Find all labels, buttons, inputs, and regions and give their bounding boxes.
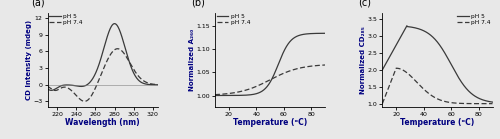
Y-axis label: Normalized A₂₆₀: Normalized A₂₆₀ bbox=[189, 29, 195, 91]
pH 7.4 bbox=[225, 93, 231, 94]
pH 7.4 bbox=[459, 103, 465, 104]
pH 5 bbox=[281, 50, 287, 51]
pH 5 bbox=[128, 65, 134, 67]
pH 5 bbox=[225, 95, 231, 96]
pH 7.4 bbox=[73, 94, 79, 96]
X-axis label: Temperature (ᵒC): Temperature (ᵒC) bbox=[233, 118, 307, 127]
pH 5 bbox=[423, 31, 429, 33]
pH 7.4 bbox=[154, 84, 160, 85]
pH 5 bbox=[118, 34, 124, 36]
X-axis label: Wavelength (nm): Wavelength (nm) bbox=[66, 118, 140, 127]
pH 5 bbox=[490, 101, 496, 103]
pH 7.4 bbox=[380, 103, 386, 105]
pH 7.4 bbox=[416, 83, 422, 85]
pH 5 bbox=[154, 84, 160, 86]
pH 5 bbox=[64, 84, 70, 86]
pH 7.4 bbox=[212, 94, 218, 95]
pH 5 bbox=[416, 28, 422, 30]
pH 5 bbox=[292, 36, 298, 38]
pH 7.4 bbox=[322, 64, 328, 66]
pH 7.4 bbox=[82, 100, 87, 102]
pH 7.4 bbox=[460, 103, 466, 104]
Line: pH 5: pH 5 bbox=[215, 33, 325, 95]
pH 7.4 bbox=[449, 102, 455, 104]
pH 7.4 bbox=[128, 64, 134, 65]
pH 5 bbox=[459, 82, 465, 84]
pH 7.4 bbox=[281, 72, 287, 74]
pH 7.4 bbox=[423, 91, 429, 92]
pH 7.4 bbox=[292, 68, 298, 70]
pH 7.4 bbox=[44, 85, 51, 87]
pH 5 bbox=[212, 95, 218, 96]
Legend: pH 5, pH 7.4: pH 5, pH 7.4 bbox=[456, 14, 492, 26]
pH 5 bbox=[73, 85, 79, 87]
pH 7.4 bbox=[110, 51, 116, 52]
Legend: pH 5, pH 7.4: pH 5, pH 7.4 bbox=[48, 14, 84, 26]
Text: (a): (a) bbox=[31, 0, 44, 8]
pH 7.4 bbox=[64, 87, 70, 88]
pH 5 bbox=[110, 24, 116, 25]
pH 7.4 bbox=[94, 82, 100, 84]
pH 5 bbox=[94, 68, 100, 69]
pH 7.4 bbox=[114, 48, 120, 50]
Line: pH 5: pH 5 bbox=[48, 24, 158, 90]
pH 5 bbox=[380, 69, 386, 71]
Line: pH 5: pH 5 bbox=[382, 26, 492, 102]
pH 5 bbox=[449, 65, 455, 67]
Line: pH 7.4: pH 7.4 bbox=[382, 68, 492, 104]
pH 5 bbox=[112, 23, 117, 24]
Line: pH 7.4: pH 7.4 bbox=[215, 65, 325, 95]
pH 5 bbox=[248, 94, 254, 96]
pH 5 bbox=[48, 90, 54, 91]
Text: (c): (c) bbox=[358, 0, 371, 8]
Y-axis label: Normalized CD₂₈₅: Normalized CD₂₈₅ bbox=[360, 26, 366, 94]
Legend: pH 5, pH 7.4: pH 5, pH 7.4 bbox=[216, 14, 251, 26]
pH 5 bbox=[292, 37, 298, 39]
pH 5 bbox=[322, 33, 328, 34]
pH 5 bbox=[392, 45, 398, 47]
X-axis label: Temperature (ᵒC): Temperature (ᵒC) bbox=[400, 118, 474, 127]
pH 5 bbox=[460, 83, 466, 85]
pH 7.4 bbox=[248, 88, 254, 89]
Text: (b): (b) bbox=[190, 0, 204, 8]
Y-axis label: CD Intensity (mdeg): CD Intensity (mdeg) bbox=[26, 20, 32, 100]
pH 7.4 bbox=[292, 69, 298, 70]
pH 7.4 bbox=[118, 50, 124, 51]
pH 7.4 bbox=[256, 85, 262, 86]
pH 7.4 bbox=[392, 69, 398, 70]
pH 5 bbox=[256, 92, 262, 94]
pH 7.4 bbox=[393, 67, 399, 69]
pH 7.4 bbox=[490, 103, 496, 105]
pH 5 bbox=[404, 25, 410, 27]
Line: pH 7.4: pH 7.4 bbox=[48, 49, 158, 101]
pH 5 bbox=[44, 88, 51, 90]
